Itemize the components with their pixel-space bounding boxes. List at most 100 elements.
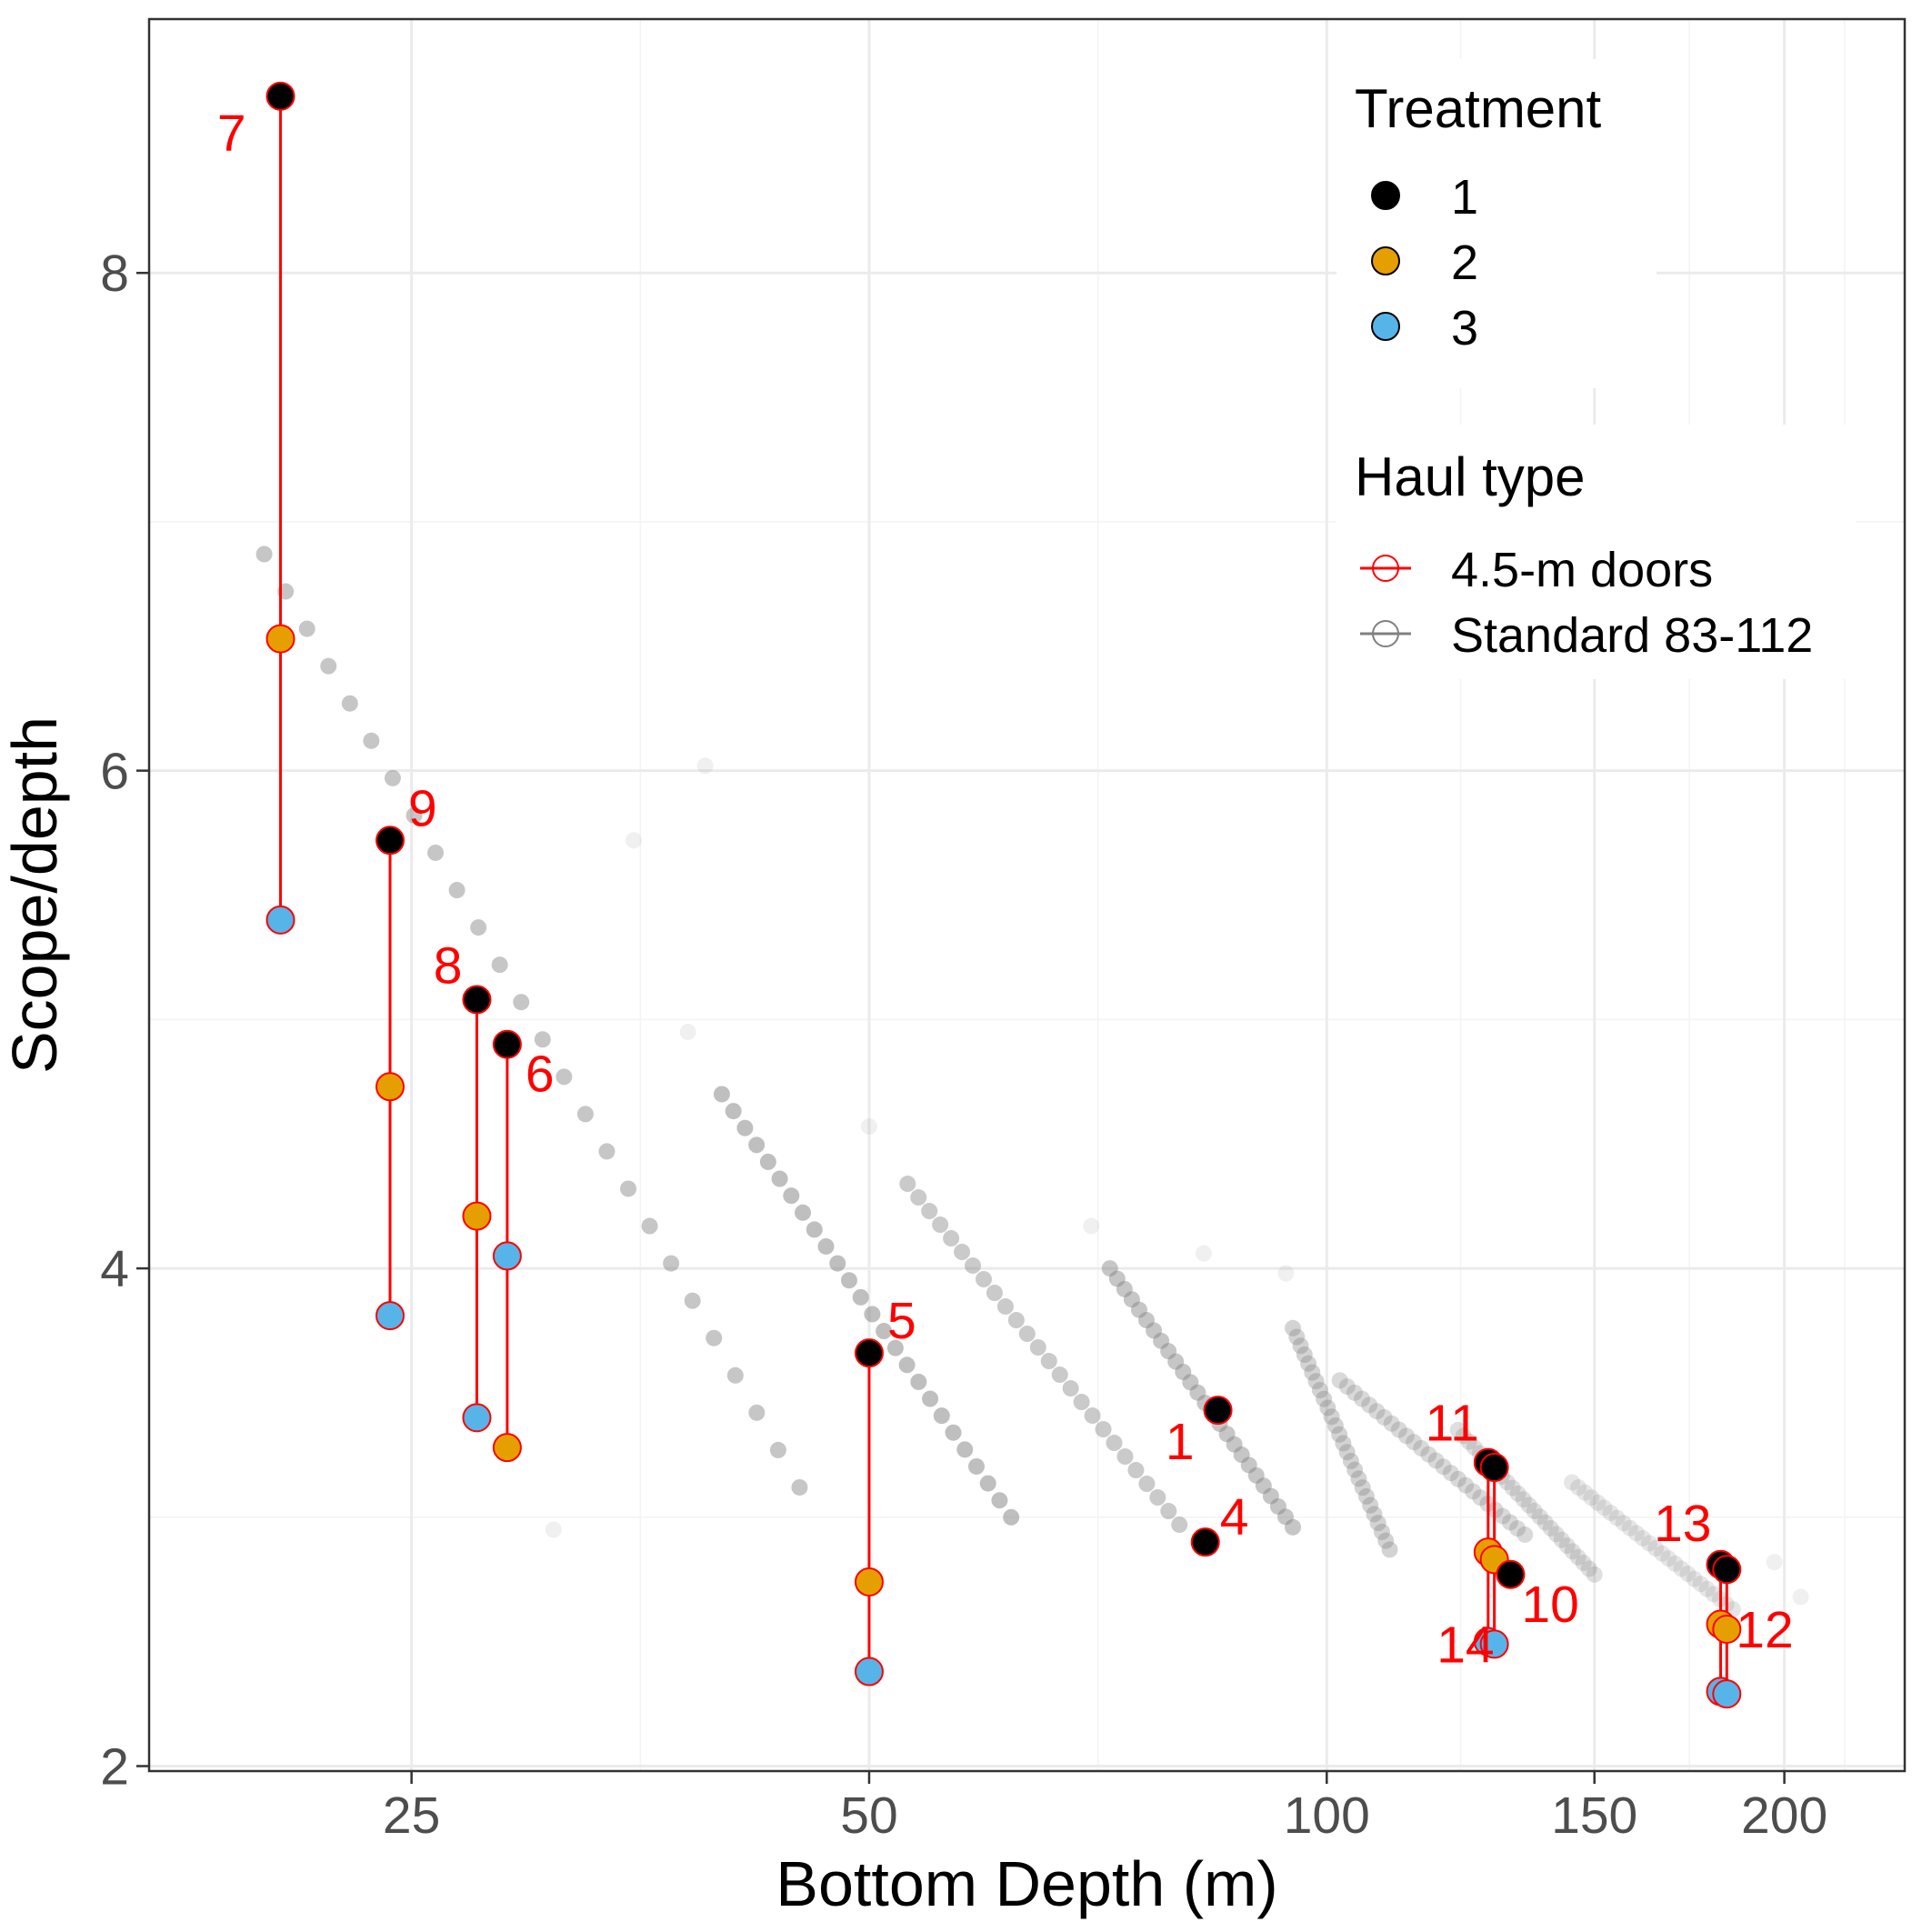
standard-haul-point (795, 1204, 812, 1221)
standard-haul-point (748, 1136, 766, 1154)
haul-8-treatment-1-point (462, 985, 492, 1015)
y-tick-label: 8 (100, 245, 129, 303)
haul-9-treatment-2-point (375, 1072, 405, 1102)
standard-haul-point (1465, 1483, 1482, 1500)
standard-haul-point (1316, 1390, 1333, 1407)
standard-haul-point (1504, 1479, 1521, 1497)
standard-haul-point (1466, 1439, 1483, 1457)
standard-haul-point (1233, 1446, 1250, 1464)
standard-haul-point (1494, 1507, 1511, 1525)
standard-haul-point (806, 1221, 823, 1238)
haul-points-layer (265, 81, 1742, 1709)
standard-haul-point (1517, 1526, 1534, 1543)
standard-haul-point (1692, 1576, 1709, 1593)
haul-label-7: 7 (217, 105, 246, 163)
standard-haul-point (1580, 1560, 1597, 1577)
standard-haul-point (1460, 1433, 1477, 1450)
haul-6-treatment-2-point (492, 1433, 522, 1463)
haul-8-treatment-3-point (462, 1403, 492, 1433)
standard-haul-point (1390, 1421, 1407, 1438)
standard-haul-point (1307, 1373, 1325, 1390)
standard-haul-point (1449, 1470, 1467, 1487)
standard-haul-point (1686, 1570, 1703, 1587)
legend-treatment-title: Treatment (1355, 78, 1602, 139)
standard-haul-point (1300, 1355, 1317, 1372)
standard-haul-point (1003, 1508, 1020, 1526)
standard-haul-point (791, 1478, 808, 1496)
standard-haul-point (1673, 1560, 1690, 1577)
standard-haul-point (1586, 1566, 1603, 1583)
standard-haul-point (1338, 1378, 1356, 1396)
standard-haul-point (1226, 1436, 1243, 1453)
haul-9-treatment-1-point (375, 826, 405, 856)
legend-haul-type-label: 4.5-m doors (1451, 543, 1713, 597)
x-tick-label: 100 (1284, 1787, 1370, 1845)
standard-haul-point (1698, 1580, 1716, 1597)
standard-haul-point (1319, 1399, 1336, 1416)
standard-haul-point (1051, 1366, 1068, 1384)
standard-haul-point (1276, 1508, 1294, 1526)
x-tick-label: 25 (383, 1787, 440, 1845)
standard-haul-point (943, 1230, 960, 1247)
standard-haul-point (1218, 1426, 1236, 1443)
standard-haul-point (405, 806, 423, 824)
standard-haul-point (1007, 1312, 1025, 1329)
standard-haul-point (534, 1031, 551, 1048)
standard-haul-point (726, 1366, 744, 1384)
standard-haul-point (1615, 1515, 1632, 1532)
standard-haul-point (1288, 1328, 1306, 1346)
y-tick-label: 6 (100, 743, 129, 801)
haul-label-11: 11 (1426, 1395, 1479, 1453)
standard-haul-point (956, 1441, 974, 1458)
standard-haul-point (1435, 1458, 1452, 1476)
standard-haul-point (1018, 1326, 1036, 1343)
haul-12-treatment-2-point (1712, 1614, 1742, 1644)
standard-haul-point (1292, 1337, 1309, 1355)
standard-haul-point (545, 1521, 562, 1538)
standard-haul-point (864, 1306, 881, 1323)
standard-haul-point (1766, 1554, 1783, 1571)
standard-haul-point (965, 1257, 982, 1275)
x-tick-label: 200 (1741, 1787, 1827, 1845)
haul-9-treatment-3-point (375, 1301, 405, 1331)
standard-haul-point (1647, 1540, 1665, 1557)
standard-haul-point (1654, 1545, 1671, 1562)
standard-haul-point (1108, 1270, 1126, 1287)
legend-treatment-key-3 (1371, 312, 1400, 341)
standard-haul-point (1621, 1519, 1638, 1537)
standard-haul-point (641, 1217, 658, 1235)
haul-label-8: 8 (434, 936, 463, 995)
haul-5-treatment-2-point (854, 1567, 884, 1597)
y-axis-title: Scope/depth (0, 716, 70, 1074)
standard-haul-point (979, 1475, 996, 1492)
standard-haul-point (1335, 1435, 1352, 1452)
standard-haul-point (1326, 1416, 1344, 1434)
standard-haul-point (1564, 1543, 1581, 1560)
legend-treatment-key-2 (1371, 246, 1400, 275)
standard-haul-point (1569, 1548, 1587, 1566)
standard-haul-point (1526, 1502, 1543, 1519)
standard-haul-point (679, 1024, 696, 1041)
standard-haul-point (1558, 1537, 1576, 1555)
standard-haul-point (1369, 1515, 1386, 1532)
standard-haul-point (1255, 1477, 1272, 1495)
standard-haul-point (576, 1106, 594, 1123)
standard-haul-point (1472, 1489, 1489, 1507)
haul-label-10: 10 (1521, 1576, 1578, 1634)
y-tick-label: 2 (100, 1738, 129, 1797)
haul-label-6: 6 (526, 1046, 555, 1104)
standard-haul-point (1296, 1346, 1313, 1364)
y-tick-label: 4 (100, 1240, 129, 1298)
standard-haul-point (1373, 1523, 1390, 1540)
standard-haul-point (1189, 1384, 1206, 1401)
haul-label-9: 9 (408, 779, 437, 837)
standard-haul-point (1167, 1353, 1185, 1370)
haul-7-treatment-2-point (265, 624, 295, 654)
standard-haul-point (1570, 1479, 1587, 1497)
haul-label-12: 12 (1736, 1601, 1793, 1659)
standard-haul-point (840, 1272, 857, 1289)
x-axis: 25 50 100 150 200 (383, 1771, 1827, 1845)
haul-14-treatment-1-point (1479, 1453, 1509, 1483)
legend: Treatment 1 2 3 Haul type 4.5-m doors Standard… (1336, 59, 1857, 679)
legend-haul-type-title: Haul type (1355, 446, 1585, 507)
